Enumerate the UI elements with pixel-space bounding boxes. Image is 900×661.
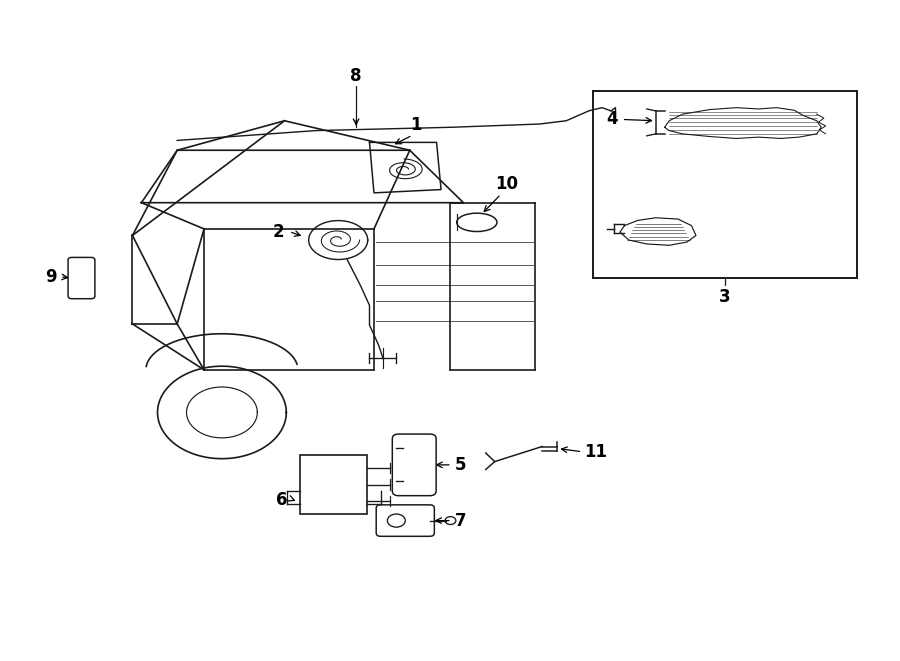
Text: 5: 5 <box>454 456 466 474</box>
Bar <box>301 455 367 514</box>
Text: 9: 9 <box>45 268 57 286</box>
Text: 8: 8 <box>350 67 362 85</box>
Polygon shape <box>620 217 696 245</box>
Text: 6: 6 <box>275 490 287 508</box>
Bar <box>593 91 857 278</box>
Text: 7: 7 <box>454 512 466 529</box>
Text: 2: 2 <box>273 223 284 241</box>
Text: 3: 3 <box>719 288 731 306</box>
Polygon shape <box>665 108 821 138</box>
Text: 1: 1 <box>410 116 421 134</box>
Text: 4: 4 <box>607 110 618 128</box>
Text: 11: 11 <box>584 443 608 461</box>
Text: 10: 10 <box>495 175 518 193</box>
